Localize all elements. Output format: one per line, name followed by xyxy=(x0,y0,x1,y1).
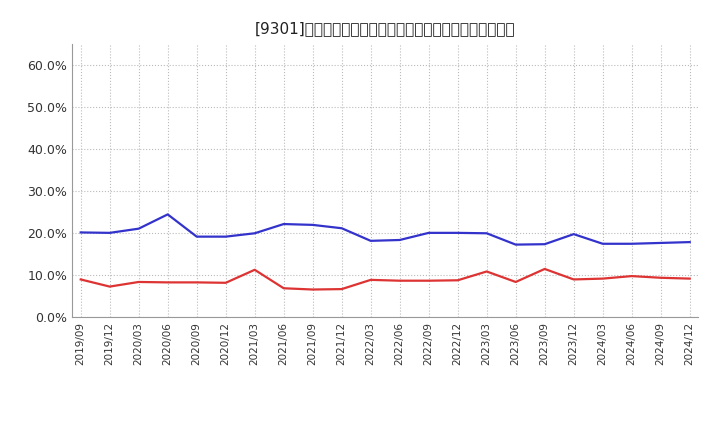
有利子負債 xyxy=(395,237,404,242)
有利子負債 xyxy=(221,234,230,239)
有利子負債 xyxy=(657,240,665,246)
有利子負債 xyxy=(76,230,85,235)
有利子負債 xyxy=(541,242,549,247)
現頃金 xyxy=(424,278,433,283)
Line: 現頃金: 現頃金 xyxy=(81,269,690,290)
有利子負債 xyxy=(627,241,636,246)
現頃金 xyxy=(454,278,462,283)
有利子負債 xyxy=(105,230,114,235)
有利子負債 xyxy=(685,239,694,245)
現頃金 xyxy=(221,280,230,286)
現頃金 xyxy=(308,287,317,292)
有利子負債 xyxy=(279,221,288,227)
現頃金 xyxy=(482,269,491,274)
有利子負債 xyxy=(570,231,578,237)
現頃金 xyxy=(76,277,85,282)
現頃金 xyxy=(163,280,172,285)
現頃金 xyxy=(192,280,201,285)
Title: [9301]　現頃金、有利子負債の総資産に対する比率の推移: [9301] 現頃金、有利子負債の総資産に対する比率の推移 xyxy=(255,21,516,36)
現頃金 xyxy=(251,267,259,272)
現頃金 xyxy=(511,279,520,285)
現頃金 xyxy=(338,286,346,292)
現頃金 xyxy=(685,276,694,281)
Line: 有利子負債: 有利子負債 xyxy=(81,214,690,245)
有利子負債 xyxy=(511,242,520,247)
有利子負債 xyxy=(366,238,375,243)
現頃金 xyxy=(627,273,636,279)
有利子負債 xyxy=(135,226,143,231)
現頃金 xyxy=(541,266,549,271)
有利子負債 xyxy=(192,234,201,239)
現頃金 xyxy=(105,284,114,289)
現頃金 xyxy=(598,276,607,281)
有利子負債 xyxy=(308,222,317,227)
有利子負債 xyxy=(338,226,346,231)
現頃金 xyxy=(366,277,375,282)
有利子負債 xyxy=(482,231,491,236)
現頃金 xyxy=(135,279,143,285)
有利子負債 xyxy=(454,230,462,235)
有利子負債 xyxy=(424,230,433,235)
現頃金 xyxy=(657,275,665,280)
有利子負債 xyxy=(251,231,259,236)
現頃金 xyxy=(279,286,288,291)
有利子負債 xyxy=(163,212,172,217)
現頃金 xyxy=(395,278,404,283)
現頃金 xyxy=(570,277,578,282)
有利子負債 xyxy=(598,241,607,246)
